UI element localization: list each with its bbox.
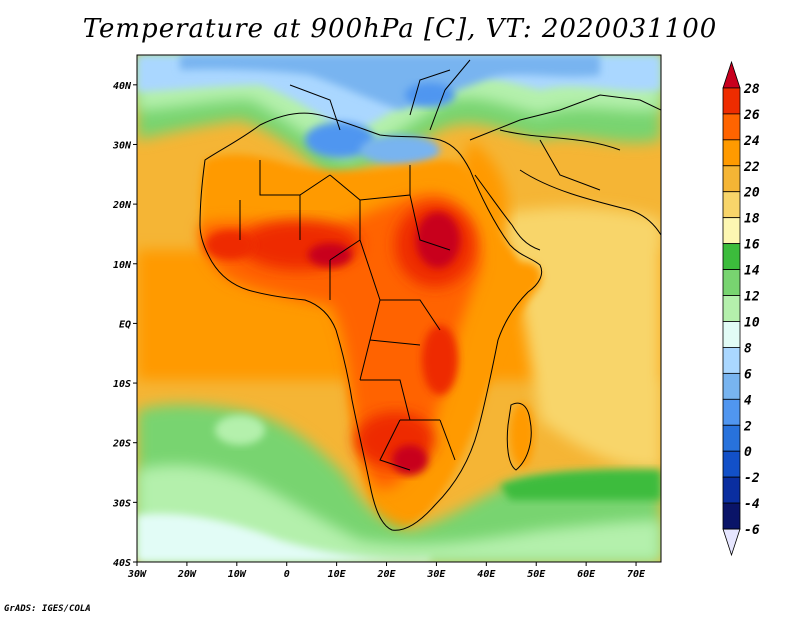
colorbar-label: 0 [744,445,752,460]
map-frame [136,54,662,563]
colorbar-swatch [722,269,741,296]
lon-tick-label: 20E [376,569,396,580]
colorbar-label: 14 [744,264,760,279]
colorbar-swatch [722,476,741,504]
lon-tick-label: 30W [127,569,147,580]
coastlines [199,59,661,531]
grads-credit: GrADS: IGES/COLA [4,604,91,614]
colorbar-swatch [722,191,741,219]
lon-tick-label: 10W [228,569,247,580]
colorbar-swatch [722,295,741,322]
colorbar-swatch [722,502,741,530]
lon-tick-label: 20W [177,569,197,580]
colorbar-label: 10 [744,315,760,330]
lat-tick-label: 40S [113,558,131,569]
colorbar-swatch [722,450,741,478]
lat-tick-label: 40N [113,81,132,92]
colorbar-swatch [722,165,741,193]
colorbar-label: 26 [743,108,760,123]
lon-tick-label: 50E [527,569,546,580]
colorbar-swatch [722,424,741,452]
colorbar-bottom-arrow [722,528,741,557]
colorbar-label: 22 [743,160,760,175]
lat-tick-label: 30N [112,140,132,151]
colorbar-label: 16 [744,238,760,253]
latitude-axis: 40N 30N 20N 10N EQ 10S 20S 30S 40S [112,81,137,569]
colorbar-label: 6 [744,367,752,382]
lon-tick-label: 30E [426,569,446,580]
colorbar-label: -4 [744,497,760,512]
lat-tick-label: 20N [112,200,132,211]
colorbar-swatch [722,113,741,141]
lat-tick-label: 10N [113,260,132,271]
colorbar-swatch [722,217,741,245]
colorbar-label: 28 [743,82,760,97]
colorbar-swatch [722,321,741,348]
lon-tick-label: 0 [284,569,290,580]
colorbar-label: 8 [744,341,752,356]
colorbar-swatch [722,243,741,270]
lat-tick-label: 30S [112,498,131,509]
colorbar-swatch [722,372,741,400]
colorbar-swatch [722,398,741,426]
colorbar-label: -2 [744,471,760,486]
colorbar-label: 4 [744,393,752,408]
colorbar-label: 18 [744,212,760,227]
map-title: Temperature at 900hPa [C], VT: 202003110… [82,14,718,44]
lon-tick-label: 60E [577,569,596,580]
lon-tick-label: 40E [477,569,496,580]
colorbar-swatch [722,87,741,115]
lon-tick-label: 10E [328,569,347,580]
lon-tick-label: 70E [627,569,646,580]
lat-tick-label: 10S [113,379,131,390]
colorbar-top-arrow [722,60,741,89]
lat-tick-label: 20S [112,439,131,450]
temperature-field [137,55,661,562]
colorbar-label: -6 [744,523,760,538]
colorbar-swatch [722,347,741,374]
colorbar-label: 2 [743,419,752,434]
colorbar-label: 24 [743,134,760,149]
longitude-axis: 30W 20W 10W 0 10E 20E 30E 40E 50E 60E 70E [127,562,646,580]
colorbar-label: 20 [743,186,760,201]
lat-tick-label: EQ [119,319,131,330]
colorbar-label: 12 [744,290,760,305]
colorbar-swatch [722,139,741,167]
